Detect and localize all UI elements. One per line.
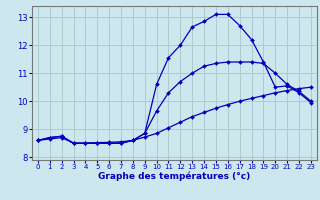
X-axis label: Graphe des températures (°c): Graphe des températures (°c) (98, 172, 251, 181)
